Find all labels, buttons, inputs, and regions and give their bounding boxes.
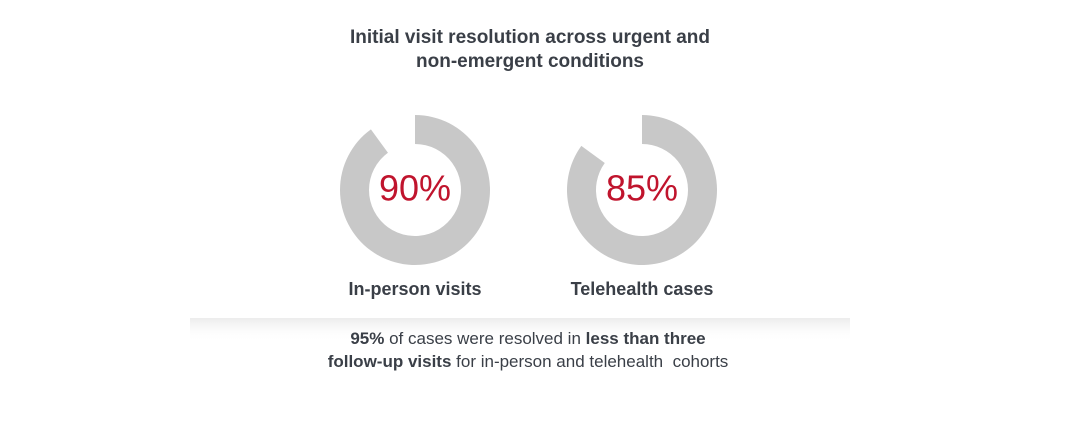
footnote-segment: for in-person and telehealth cohorts bbox=[451, 352, 728, 371]
footnote-segment: of cases were resolved in bbox=[384, 329, 585, 348]
title-line: Initial visit resolution across urgent a… bbox=[350, 27, 710, 48]
donut-arc bbox=[340, 115, 491, 265]
donut-arc bbox=[567, 115, 718, 265]
value-label: 85% bbox=[606, 168, 678, 209]
divider-shadow bbox=[190, 318, 850, 342]
value-label: 90% bbox=[379, 168, 451, 209]
footnote-segment: 95% bbox=[350, 329, 384, 348]
footnote-line: 95% of cases were resolved in less than … bbox=[350, 329, 705, 348]
category-label: In-person visits bbox=[348, 279, 481, 299]
title-line: non-emergent conditions bbox=[416, 51, 644, 72]
footnote-segment: follow-up visits bbox=[328, 352, 452, 371]
divider-mask bbox=[0, 342, 1070, 422]
footnote-segment: less than three bbox=[586, 329, 706, 348]
category-label: Telehealth cases bbox=[571, 279, 714, 299]
footnote-line: follow-up visits for in-person and teleh… bbox=[328, 352, 729, 371]
